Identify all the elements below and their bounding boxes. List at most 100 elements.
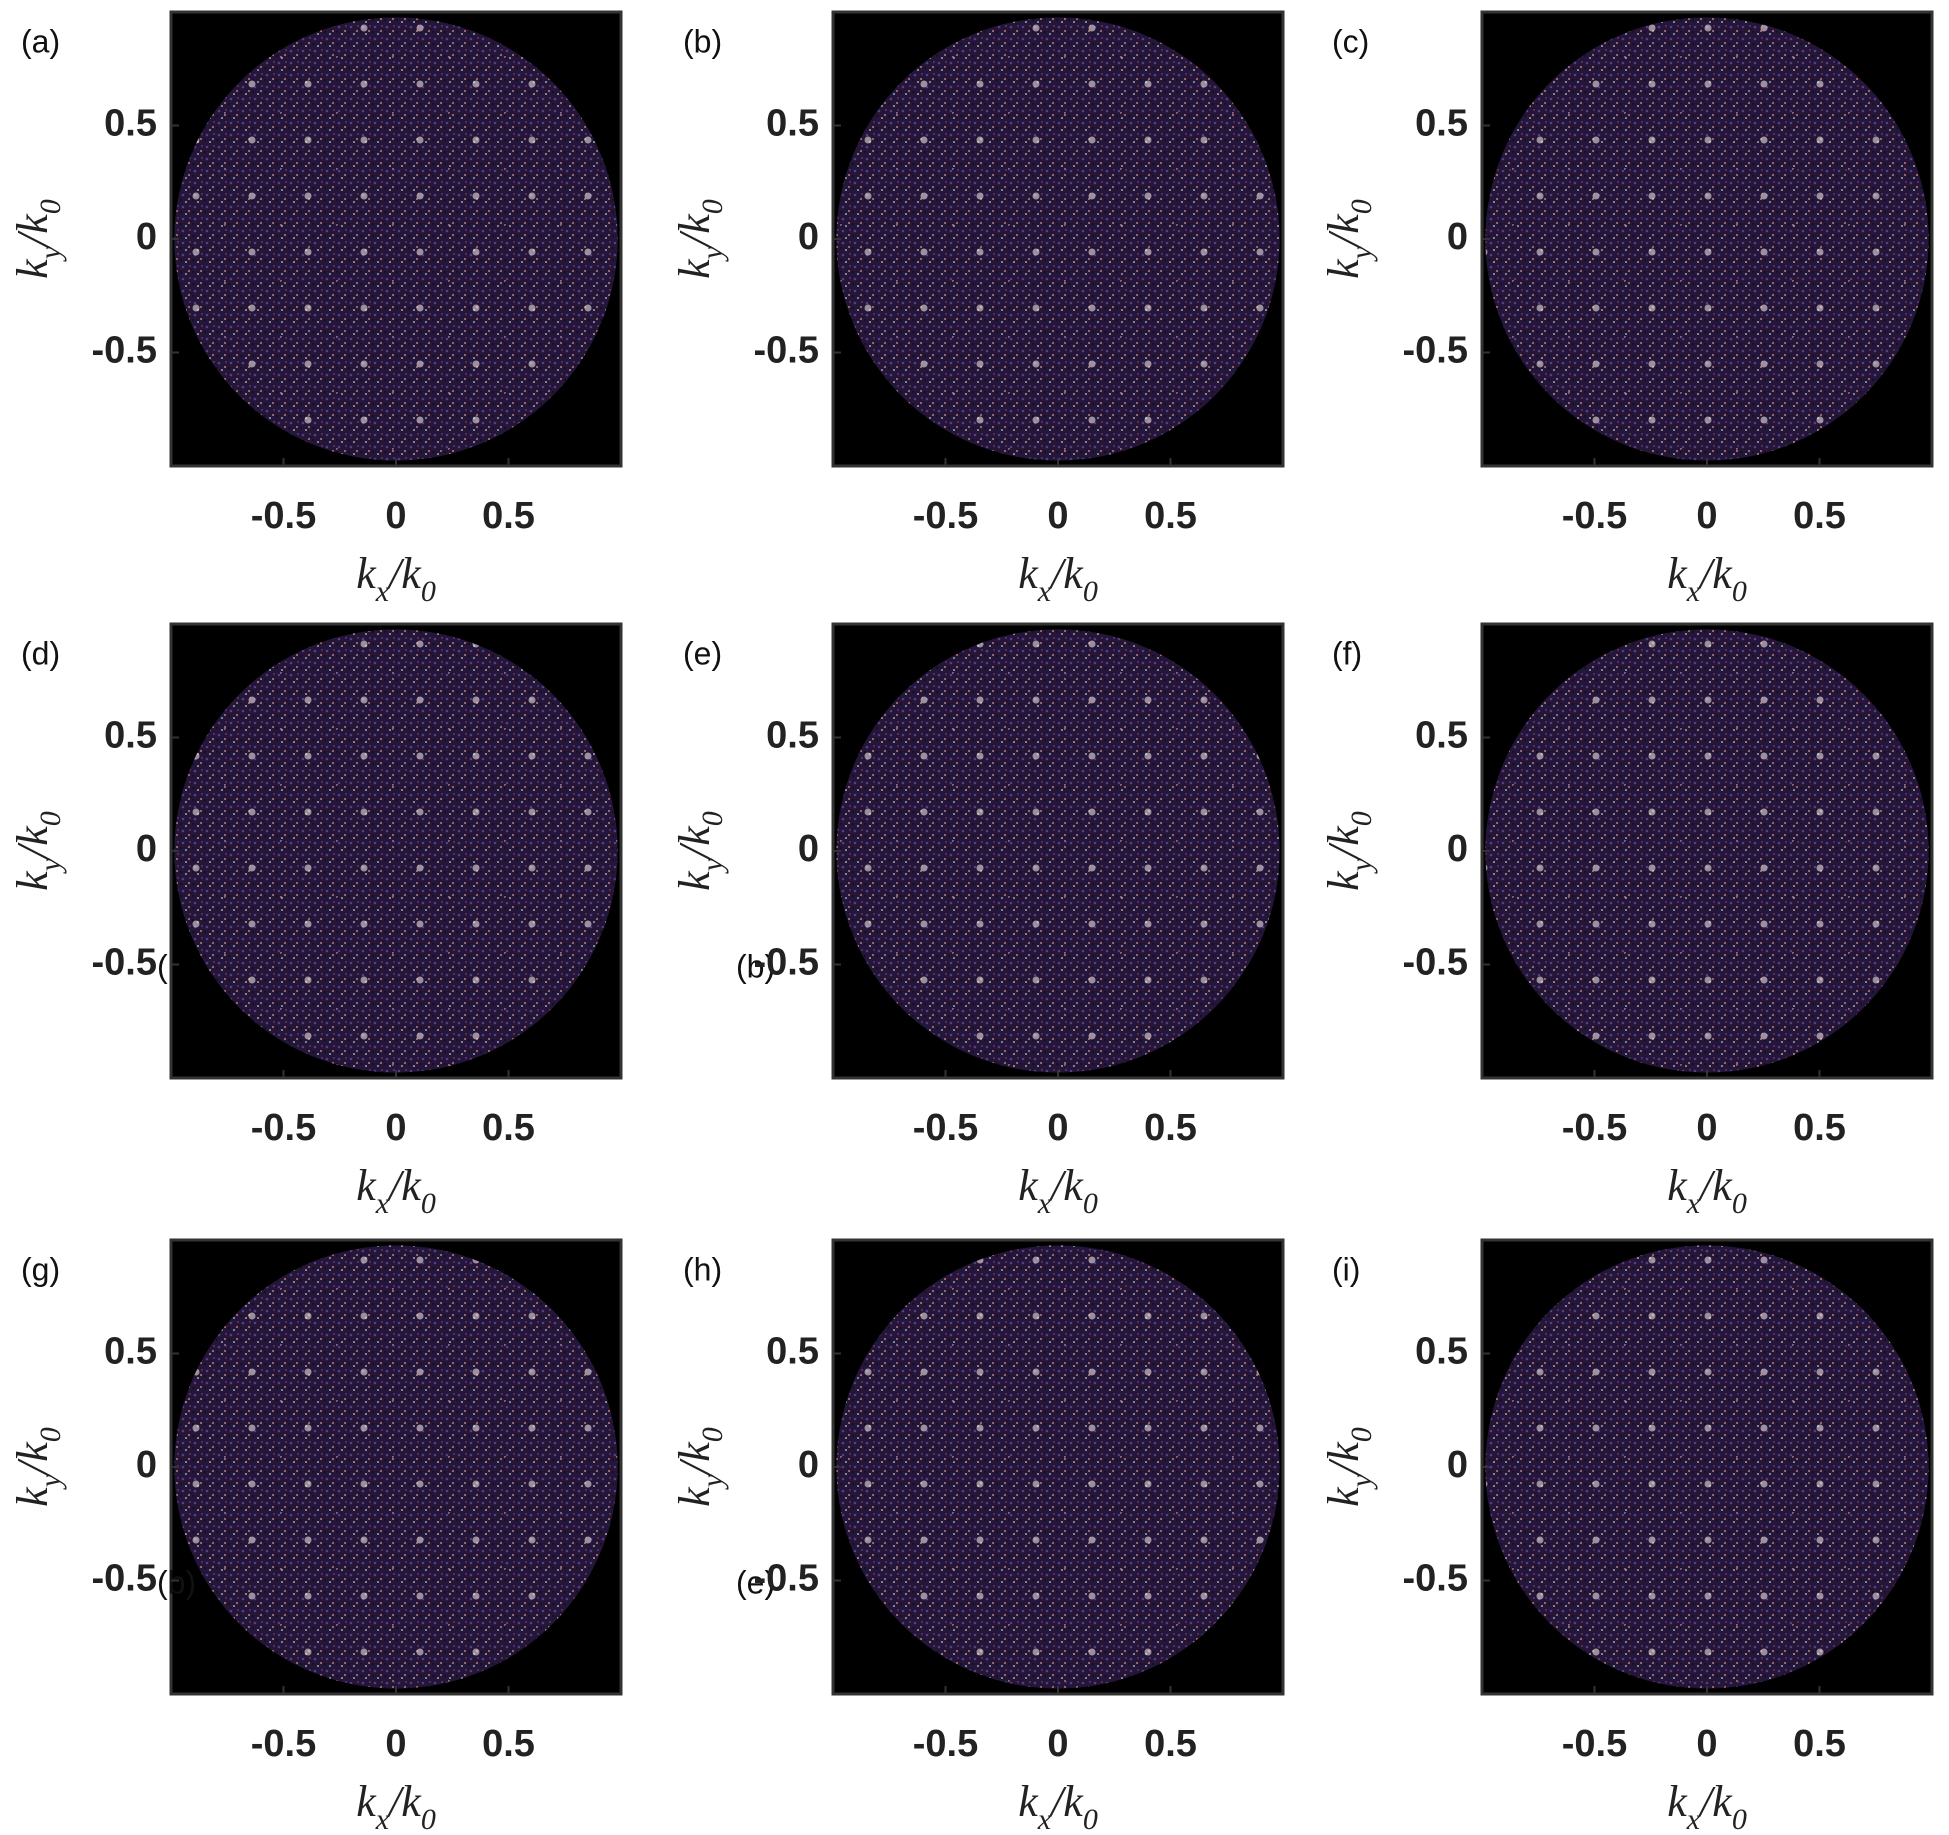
image-spots	[174, 1245, 618, 1689]
x-tick-label: 0	[1047, 495, 1068, 537]
x-tick-label: -0.5	[1562, 1723, 1627, 1765]
x-tick-label: 0	[1696, 1723, 1717, 1765]
x-axis-label: kx/k0	[356, 1161, 436, 1220]
image-spots	[1485, 629, 1929, 1073]
panel: -0.5 0 0.5 -0.5 0 0.5 kx/k0 ky/k0 (a)	[8, 10, 623, 608]
y-tick-label: 0.5	[104, 715, 157, 757]
x-tick-label: -0.5	[913, 495, 978, 537]
x-tick-label: -0.5	[251, 495, 316, 537]
y-tick-label: -0.5	[92, 942, 157, 984]
y-axis-label: ky/k0	[8, 1427, 67, 1507]
y-tick-label: -0.5	[1403, 330, 1468, 372]
x-axis-label: kx/k0	[356, 549, 436, 608]
x-tick-label: 0	[385, 1107, 406, 1149]
y-axis-label: ky/k0	[1319, 811, 1378, 891]
x-axis-label: kx/k0	[1018, 1777, 1098, 1835]
y-axis-label: ky/k0	[670, 811, 729, 891]
y-tick-label: 0	[136, 1444, 157, 1486]
image-spots	[174, 629, 618, 1073]
panel-label: (f)	[1332, 635, 1362, 671]
y-tick-label: 0.5	[1415, 1331, 1468, 1373]
y-axis-label: ky/k0	[1319, 1427, 1378, 1507]
x-tick-label: 0	[1047, 1723, 1068, 1765]
image-spots	[836, 629, 1280, 1073]
x-tick-label: -0.5	[1562, 1107, 1627, 1149]
y-axis-label: ky/k0	[1319, 199, 1378, 279]
y-tick-label: 0	[136, 828, 157, 870]
panel-label: (e)	[683, 635, 722, 671]
x-axis-label: kx/k0	[356, 1777, 436, 1835]
x-tick-label: -0.5	[913, 1107, 978, 1149]
image-spots	[174, 17, 618, 461]
y-tick-label: 0	[136, 216, 157, 258]
image-spots	[1485, 17, 1929, 461]
y-tick-label: -0.5	[1403, 1558, 1468, 1600]
panel-label: (a)	[21, 23, 60, 59]
x-tick-label: 0	[1696, 1107, 1717, 1149]
x-tick-label: 0.5	[1793, 1723, 1846, 1765]
image-spots	[836, 17, 1280, 461]
x-tick-label: 0.5	[1793, 1107, 1846, 1149]
x-tick-label: 0.5	[482, 495, 535, 537]
x-axis-label: kx/k0	[1018, 549, 1098, 608]
x-tick-label: -0.5	[251, 1723, 316, 1765]
x-axis-label: kx/k0	[1667, 549, 1747, 608]
x-tick-label: 0.5	[482, 1107, 535, 1149]
panel-label: (g)	[21, 1251, 60, 1287]
x-tick-label: -0.5	[1562, 495, 1627, 537]
y-tick-label: 0.5	[104, 103, 157, 145]
x-tick-label: 0.5	[1144, 1107, 1197, 1149]
x-tick-label: 0	[385, 1723, 406, 1765]
x-axis-label: kx/k0	[1667, 1161, 1747, 1220]
y-tick-label: 0.5	[1415, 103, 1468, 145]
x-tick-label: 0.5	[1144, 495, 1197, 537]
x-tick-label: -0.5	[251, 1107, 316, 1149]
panel: -0.5 0 0.5 -0.5 0 0.5 kx/k0 ky/k0 (b)	[670, 10, 1285, 608]
x-tick-label: 0.5	[1144, 1723, 1197, 1765]
y-tick-label: 0.5	[104, 1331, 157, 1373]
y-tick-label: 0	[798, 828, 819, 870]
y-tick-label: 0.5	[766, 715, 819, 757]
x-tick-label: 0	[1696, 495, 1717, 537]
y-tick-label: -0.5	[92, 330, 157, 372]
y-tick-label: -0.5	[1403, 942, 1468, 984]
y-tick-label: 0	[798, 216, 819, 258]
annotation: (b)	[736, 948, 775, 984]
y-axis-label: ky/k0	[670, 1427, 729, 1507]
panel-label: (i)	[1332, 1251, 1360, 1287]
image-spots	[1485, 1245, 1929, 1689]
image-spots	[836, 1245, 1280, 1689]
y-tick-label: 0	[1447, 216, 1468, 258]
y-axis-label: ky/k0	[8, 199, 67, 279]
y-tick-label: -0.5	[754, 330, 819, 372]
y-tick-label: -0.5	[754, 942, 819, 984]
panel-label: (d)	[21, 635, 60, 671]
y-tick-label: 0	[1447, 1444, 1468, 1486]
panel-label: (h)	[683, 1251, 722, 1287]
y-tick-label: 0	[1447, 828, 1468, 870]
panel: -0.5 0 0.5 -0.5 0 0.5 kx/k0 ky/k0 (i)	[1319, 1238, 1934, 1835]
y-tick-label: -0.5	[92, 1558, 157, 1600]
y-tick-label: 0.5	[1415, 715, 1468, 757]
x-axis-label: kx/k0	[1667, 1777, 1747, 1835]
x-tick-label: -0.5	[913, 1723, 978, 1765]
y-tick-label: 0.5	[766, 1331, 819, 1373]
x-tick-label: 0.5	[482, 1723, 535, 1765]
panel-label: (b)	[683, 23, 722, 59]
annotation: (b)	[157, 1564, 196, 1600]
y-axis-label: ky/k0	[8, 811, 67, 891]
panel: -0.5 0 0.5 -0.5 0 0.5 kx/k0 ky/k0 (f)	[1319, 622, 1934, 1220]
x-axis-label: kx/k0	[1018, 1161, 1098, 1220]
x-tick-label: 0	[385, 495, 406, 537]
y-tick-label: -0.5	[754, 1558, 819, 1600]
y-tick-label: 0	[798, 1444, 819, 1486]
x-tick-label: 0	[1047, 1107, 1068, 1149]
annotation: (e)	[736, 1564, 775, 1600]
y-axis-label: ky/k0	[670, 199, 729, 279]
y-tick-label: 0.5	[766, 103, 819, 145]
